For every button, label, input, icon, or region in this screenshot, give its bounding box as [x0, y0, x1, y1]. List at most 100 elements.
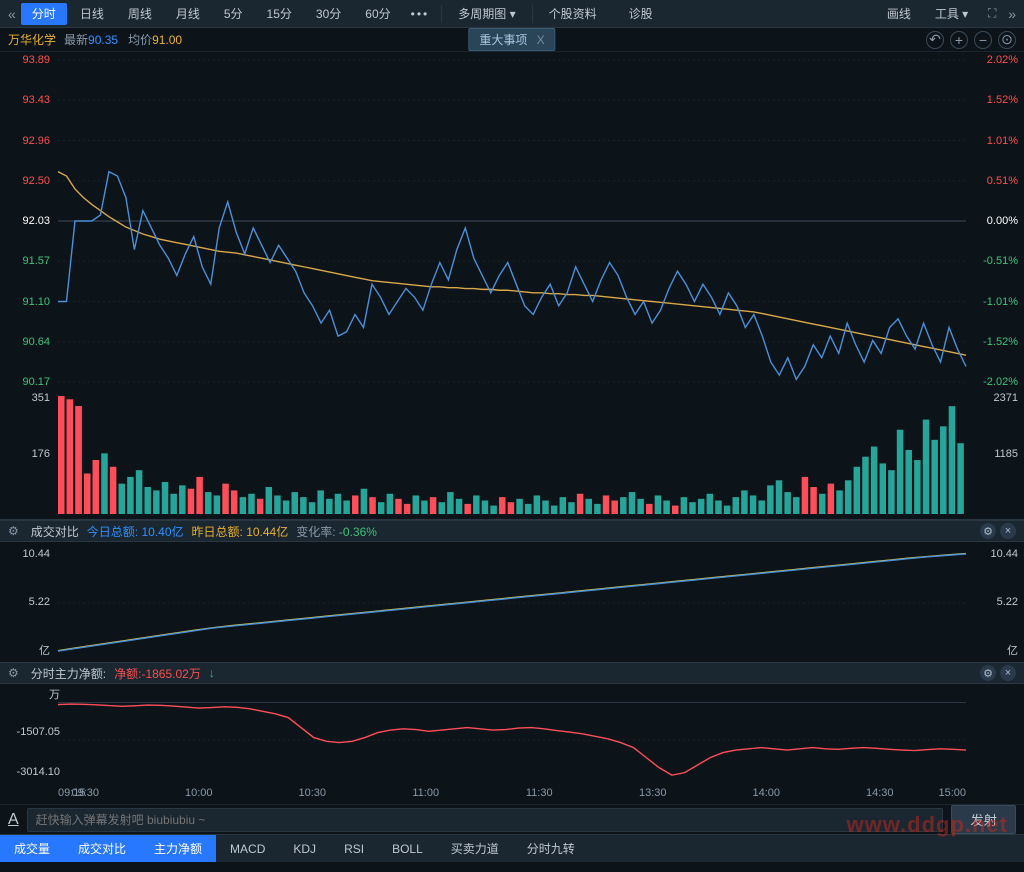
time-tick-7: 14:00	[752, 787, 780, 799]
zoom-out-icon[interactable]: −	[974, 31, 992, 49]
extra-tab-1[interactable]: 诊股	[618, 3, 664, 25]
expand-icon[interactable]: ⛶	[983, 5, 1001, 23]
undo-icon[interactable]: ↶	[926, 31, 944, 49]
indicator-tab-6[interactable]: BOLL	[378, 837, 437, 861]
price-ylabel-right-5: -0.51%	[983, 255, 1018, 267]
avg-label: 均价	[128, 31, 152, 48]
time-tick-3: 10:30	[298, 787, 326, 799]
turn-r2: 亿	[1007, 642, 1018, 658]
price-ylabel-left-1: 93.43	[6, 94, 50, 106]
change-label: 变化率:	[296, 525, 335, 539]
net-value: -1865.02万	[141, 667, 200, 681]
turn-l0: 10.44	[6, 548, 50, 560]
period-tab-2[interactable]: 周线	[117, 3, 163, 25]
event-badge-label: 重大事项	[479, 33, 527, 47]
danmu-input-row: A 发射	[0, 804, 1024, 834]
reset-icon[interactable]: ⊙	[998, 31, 1016, 49]
panel-close-icon[interactable]: ×	[1000, 523, 1016, 539]
price-ylabel-left-5: 91.57	[6, 255, 50, 267]
turnover-header: ⚙ 成交对比 今日总额: 10.40亿 昨日总额: 10.44亿 变化率: -0…	[0, 520, 1024, 542]
indicator-tab-8[interactable]: 分时九转	[513, 835, 589, 862]
time-tick-2: 10:00	[185, 787, 213, 799]
price-ylabel-left-8: 90.17	[6, 376, 50, 388]
next-arrow-icon[interactable]: »	[1004, 6, 1020, 22]
price-ylabel-left-2: 92.96	[6, 135, 50, 147]
indicator-tab-5[interactable]: RSI	[330, 837, 378, 861]
period-tab-3[interactable]: 月线	[165, 3, 211, 25]
vol-left-0: 351	[6, 392, 50, 404]
time-axis: 09:1509:3010:0010:3011:0011:3013:3014:00…	[0, 784, 1024, 804]
net-label: 净额:	[114, 667, 141, 681]
vol-left-1: 176	[6, 448, 50, 460]
yest-value: 10.44亿	[246, 525, 288, 539]
today-value: 10.40亿	[141, 525, 183, 539]
multi-period-label: 多周期图	[458, 7, 506, 21]
multi-period-dropdown[interactable]: 多周期图 ▾	[447, 1, 526, 26]
indicator-tab-2[interactable]: 主力净额	[140, 835, 216, 862]
price-ylabel-left-4: 92.03	[6, 215, 50, 227]
time-tick-6: 13:30	[639, 787, 667, 799]
price-ylabel-right-8: -2.02%	[983, 376, 1018, 388]
price-ylabel-left-0: 93.89	[6, 54, 50, 66]
price-chart[interactable]: 93.89 93.43 92.96 92.50 92.03 91.57 91.10 90.64…	[0, 52, 1024, 390]
turn-l1: 5.22	[6, 596, 50, 608]
avg-value: 91.00	[152, 33, 182, 47]
indicator-tab-1[interactable]: 成交对比	[64, 835, 140, 862]
vol-right-0: 2371	[994, 392, 1018, 404]
panel-close-icon[interactable]: ×	[1000, 665, 1016, 681]
panel-settings-icon[interactable]: ⚙	[980, 665, 996, 681]
turnover-title: 成交对比	[31, 523, 79, 540]
event-badge[interactable]: 重大事项 X	[468, 28, 555, 51]
zoom-in-icon[interactable]: +	[950, 31, 968, 49]
period-tab-1[interactable]: 日线	[69, 3, 115, 25]
volume-chart[interactable]: 351 176 2371 1185	[0, 390, 1024, 520]
turn-r0: 10.44	[990, 548, 1018, 560]
more-periods[interactable]: •••	[403, 7, 438, 21]
netflow-chart[interactable]: 万 -1507.05 -3014.10	[0, 684, 1024, 784]
indicator-tab-3[interactable]: MACD	[216, 837, 279, 861]
price-ylabel-left-3: 92.50	[6, 175, 50, 187]
net-l2: -3014.10	[6, 766, 60, 778]
period-tab-6[interactable]: 30分	[305, 3, 352, 25]
netflow-header: ⚙ 分时主力净额: 净额:-1865.02万 ↓ ⚙ ×	[0, 662, 1024, 684]
today-label: 今日总额:	[87, 525, 138, 539]
time-tick-1: 09:30	[71, 787, 99, 799]
latest-label: 最新	[64, 31, 88, 48]
period-tab-0[interactable]: 分时	[21, 3, 67, 25]
net-arrow-icon: ↓	[209, 666, 215, 680]
price-ylabel-right-7: -1.52%	[983, 336, 1018, 348]
turnover-chart[interactable]: 10.44 5.22 亿 10.44 5.22 亿	[0, 542, 1024, 662]
right-tool-0[interactable]: 画线	[876, 3, 922, 25]
extra-tab-0[interactable]: 个股资料	[538, 3, 608, 25]
close-icon[interactable]: X	[537, 33, 545, 47]
net-l0: 万	[6, 686, 60, 702]
indicator-tab-0[interactable]: 成交量	[0, 835, 64, 862]
indicator-tab-7[interactable]: 买卖力道	[437, 835, 513, 862]
period-tab-4[interactable]: 5分	[213, 3, 254, 25]
period-tab-7[interactable]: 60分	[354, 3, 401, 25]
vol-right-1: 1185	[994, 448, 1018, 460]
right-tool-1[interactable]: 工具 ▾	[924, 3, 979, 25]
price-ylabel-right-2: 1.01%	[987, 135, 1018, 147]
price-ylabel-right-3: 0.51%	[987, 175, 1018, 187]
panel-settings-icon[interactable]: ⚙	[980, 523, 996, 539]
font-style-button[interactable]: A	[8, 811, 19, 829]
price-ylabel-left-7: 90.64	[6, 336, 50, 348]
price-ylabel-right-6: -1.01%	[983, 296, 1018, 308]
turn-r1: 5.22	[997, 596, 1018, 608]
gear-icon[interactable]: ⚙	[8, 666, 19, 680]
time-tick-8: 14:30	[866, 787, 894, 799]
gear-icon[interactable]: ⚙	[8, 524, 19, 538]
prev-arrow-icon[interactable]: «	[4, 6, 20, 22]
danmu-input[interactable]	[27, 808, 944, 832]
price-ylabel-right-1: 1.52%	[987, 94, 1018, 106]
indicator-tab-4[interactable]: KDJ	[279, 837, 330, 861]
period-toolbar: « 分时日线周线月线5分15分30分60分 ••• 多周期图 ▾ 个股资料诊股 …	[0, 0, 1024, 28]
netflow-title: 分时主力净额:	[31, 665, 106, 682]
send-button[interactable]: 发射	[951, 805, 1016, 834]
price-ylabel-left-6: 91.10	[6, 296, 50, 308]
time-tick-9: 15:00	[938, 787, 966, 799]
period-tab-5[interactable]: 15分	[256, 3, 303, 25]
price-ylabel-right-4: 0.00%	[987, 215, 1018, 227]
stock-name: 万华化学	[8, 31, 56, 48]
